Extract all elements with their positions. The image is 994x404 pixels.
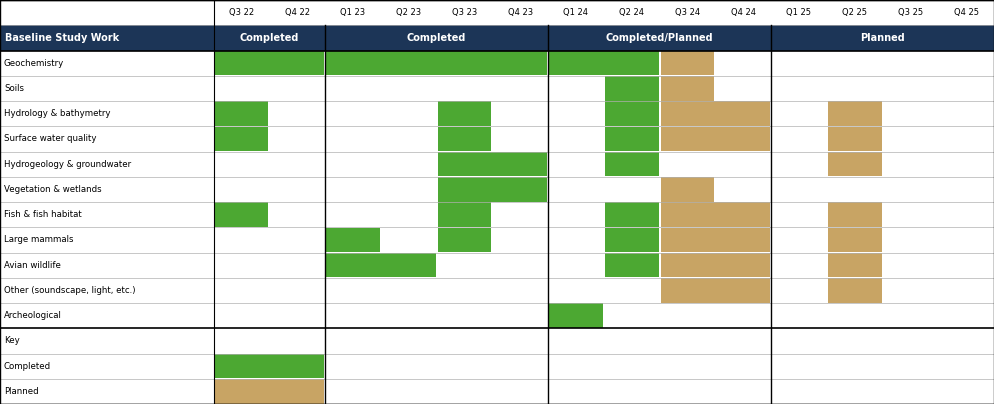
Bar — [661, 127, 770, 151]
Text: Planned: Planned — [4, 387, 39, 396]
Bar — [437, 127, 491, 151]
Bar — [215, 379, 324, 404]
Bar — [0, 25, 214, 50]
Bar — [605, 127, 659, 151]
Bar — [215, 354, 324, 378]
Text: Q4 25: Q4 25 — [953, 8, 979, 17]
Bar — [828, 253, 882, 277]
Bar — [605, 101, 659, 126]
Bar — [326, 51, 547, 75]
Text: Completed: Completed — [4, 362, 51, 370]
Text: Fish & fish habitat: Fish & fish habitat — [4, 210, 82, 219]
Bar — [215, 51, 324, 75]
Text: Q2 25: Q2 25 — [842, 8, 867, 17]
Bar — [437, 101, 491, 126]
Text: Q3 24: Q3 24 — [675, 8, 700, 17]
Text: Other (soundscape, light, etc.): Other (soundscape, light, etc.) — [4, 286, 135, 295]
Text: Hydrogeology & groundwater: Hydrogeology & groundwater — [4, 160, 131, 168]
Text: Baseline Study Work: Baseline Study Work — [5, 33, 119, 43]
Bar — [549, 51, 659, 75]
Bar — [549, 303, 602, 328]
Text: Completed/Planned: Completed/Planned — [605, 33, 714, 43]
Text: Vegetation & wetlands: Vegetation & wetlands — [4, 185, 101, 194]
Bar — [661, 228, 770, 252]
Text: Archeological: Archeological — [4, 311, 62, 320]
Text: Completed: Completed — [407, 33, 466, 43]
Text: Q3 23: Q3 23 — [452, 8, 477, 17]
Text: Q4 22: Q4 22 — [285, 8, 310, 17]
Text: Surface water quality: Surface water quality — [4, 135, 96, 143]
Text: Completed: Completed — [240, 33, 299, 43]
Bar — [771, 25, 994, 50]
Bar — [828, 152, 882, 176]
Text: Soils: Soils — [4, 84, 24, 93]
Bar — [661, 278, 770, 303]
Bar — [661, 51, 715, 75]
Text: Q3 25: Q3 25 — [898, 8, 923, 17]
Bar — [437, 228, 491, 252]
Text: Avian wildlife: Avian wildlife — [4, 261, 61, 269]
Bar — [828, 278, 882, 303]
Bar — [214, 25, 325, 50]
Text: Q4 24: Q4 24 — [731, 8, 755, 17]
Text: Q3 22: Q3 22 — [229, 8, 254, 17]
Bar — [605, 76, 659, 101]
Bar — [605, 228, 659, 252]
Text: Q1 24: Q1 24 — [564, 8, 588, 17]
Bar — [325, 25, 548, 50]
Bar — [828, 127, 882, 151]
Text: Q1 23: Q1 23 — [341, 8, 366, 17]
Bar — [605, 202, 659, 227]
Bar — [661, 76, 715, 101]
Bar — [661, 101, 770, 126]
Text: Planned: Planned — [860, 33, 905, 43]
Bar — [215, 202, 268, 227]
Text: Q2 24: Q2 24 — [619, 8, 644, 17]
Bar — [437, 177, 547, 202]
Text: Hydrology & bathymetry: Hydrology & bathymetry — [4, 109, 110, 118]
Bar — [215, 127, 268, 151]
Bar — [828, 202, 882, 227]
Text: Key: Key — [4, 337, 20, 345]
Bar — [326, 253, 435, 277]
Bar — [548, 25, 771, 50]
Text: Geochemistry: Geochemistry — [4, 59, 65, 67]
Bar — [828, 101, 882, 126]
Bar — [605, 253, 659, 277]
Bar — [437, 202, 491, 227]
Bar — [661, 177, 715, 202]
Text: Q2 23: Q2 23 — [397, 8, 421, 17]
Bar — [605, 152, 659, 176]
Bar — [661, 253, 770, 277]
Text: Q1 25: Q1 25 — [786, 8, 811, 17]
Text: Large mammals: Large mammals — [4, 236, 74, 244]
Bar — [326, 228, 380, 252]
Bar — [661, 202, 770, 227]
Bar — [828, 228, 882, 252]
Bar — [437, 152, 547, 176]
Text: Q4 23: Q4 23 — [508, 8, 533, 17]
Bar — [215, 101, 268, 126]
